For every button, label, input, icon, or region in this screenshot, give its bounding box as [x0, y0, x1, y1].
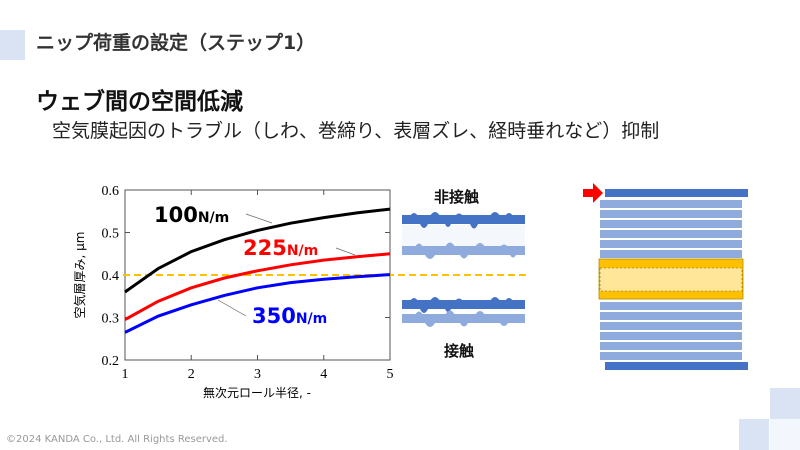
- roll-stack: [583, 183, 748, 370]
- label-unit: N/m: [295, 311, 328, 327]
- label-value: 350: [252, 304, 296, 328]
- web-layer: [600, 302, 742, 310]
- web-layer: [600, 200, 742, 208]
- x-tick-label: 2: [188, 367, 195, 382]
- page-title: ニップ荷重の設定（ステップ1）: [36, 32, 316, 54]
- arrow-icon: [583, 183, 603, 203]
- x-tick-label: 3: [254, 367, 261, 382]
- web-layer: [600, 250, 742, 258]
- x-tick-label: 5: [387, 367, 394, 382]
- leader-line: [245, 213, 273, 224]
- web-layer: [600, 332, 742, 340]
- corner-accent: [770, 388, 800, 419]
- contact-label: 接触: [444, 342, 475, 360]
- label-unit: N/m: [286, 243, 319, 259]
- corner-accent: [0, 30, 25, 60]
- y-tick-label: 0.2: [102, 354, 120, 369]
- x-tick-label: 4: [320, 367, 327, 382]
- section-heading: ウェブ間の空間低減: [36, 89, 243, 115]
- label-value: 100: [154, 203, 198, 227]
- contact-webs: [402, 297, 525, 327]
- web-layer: [600, 220, 742, 228]
- web-layer: [600, 322, 742, 330]
- y-tick-label: 0.5: [102, 227, 120, 242]
- corner-accent: [739, 419, 769, 450]
- y-axis-label: 空気層厚み, μm: [72, 232, 87, 319]
- web-layer: [600, 210, 742, 218]
- series-line-225: [124, 252, 391, 321]
- series-line-350: [124, 273, 391, 334]
- x-axis-label: 無次元ロール半径, -: [203, 385, 311, 400]
- web-layer: [600, 240, 742, 248]
- section-subtitle: 空気膜起因のトラブル（しわ、巻締り、表層ズレ、経時垂れなど）抑制: [52, 120, 660, 142]
- label-unit: N/m: [197, 210, 230, 226]
- corner-accent: [770, 419, 800, 450]
- series-line-100: [124, 207, 391, 294]
- web-layer: [600, 342, 742, 350]
- non-contact-webs: [402, 212, 525, 259]
- copyright: ©2024 KANDA Co., Ltd. All Rights Reserve…: [6, 434, 228, 445]
- y-tick-label: 0.6: [102, 184, 120, 199]
- x-tick-label: 1: [122, 367, 129, 382]
- y-tick-label: 0.4: [102, 269, 120, 284]
- web-layer: [600, 312, 742, 320]
- web-layer: [600, 352, 742, 360]
- series-label-225: 225N/m: [243, 236, 318, 260]
- series-label-100: 100N/m: [154, 203, 229, 227]
- web-layer: [600, 230, 742, 238]
- y-tick-label: 0.3: [102, 312, 120, 327]
- leader-line: [335, 247, 356, 256]
- non-contact-label: 非接触: [434, 188, 480, 206]
- label-value: 225: [243, 236, 287, 260]
- series-label-350: 350N/m: [252, 304, 327, 328]
- leader-line: [217, 299, 247, 317]
